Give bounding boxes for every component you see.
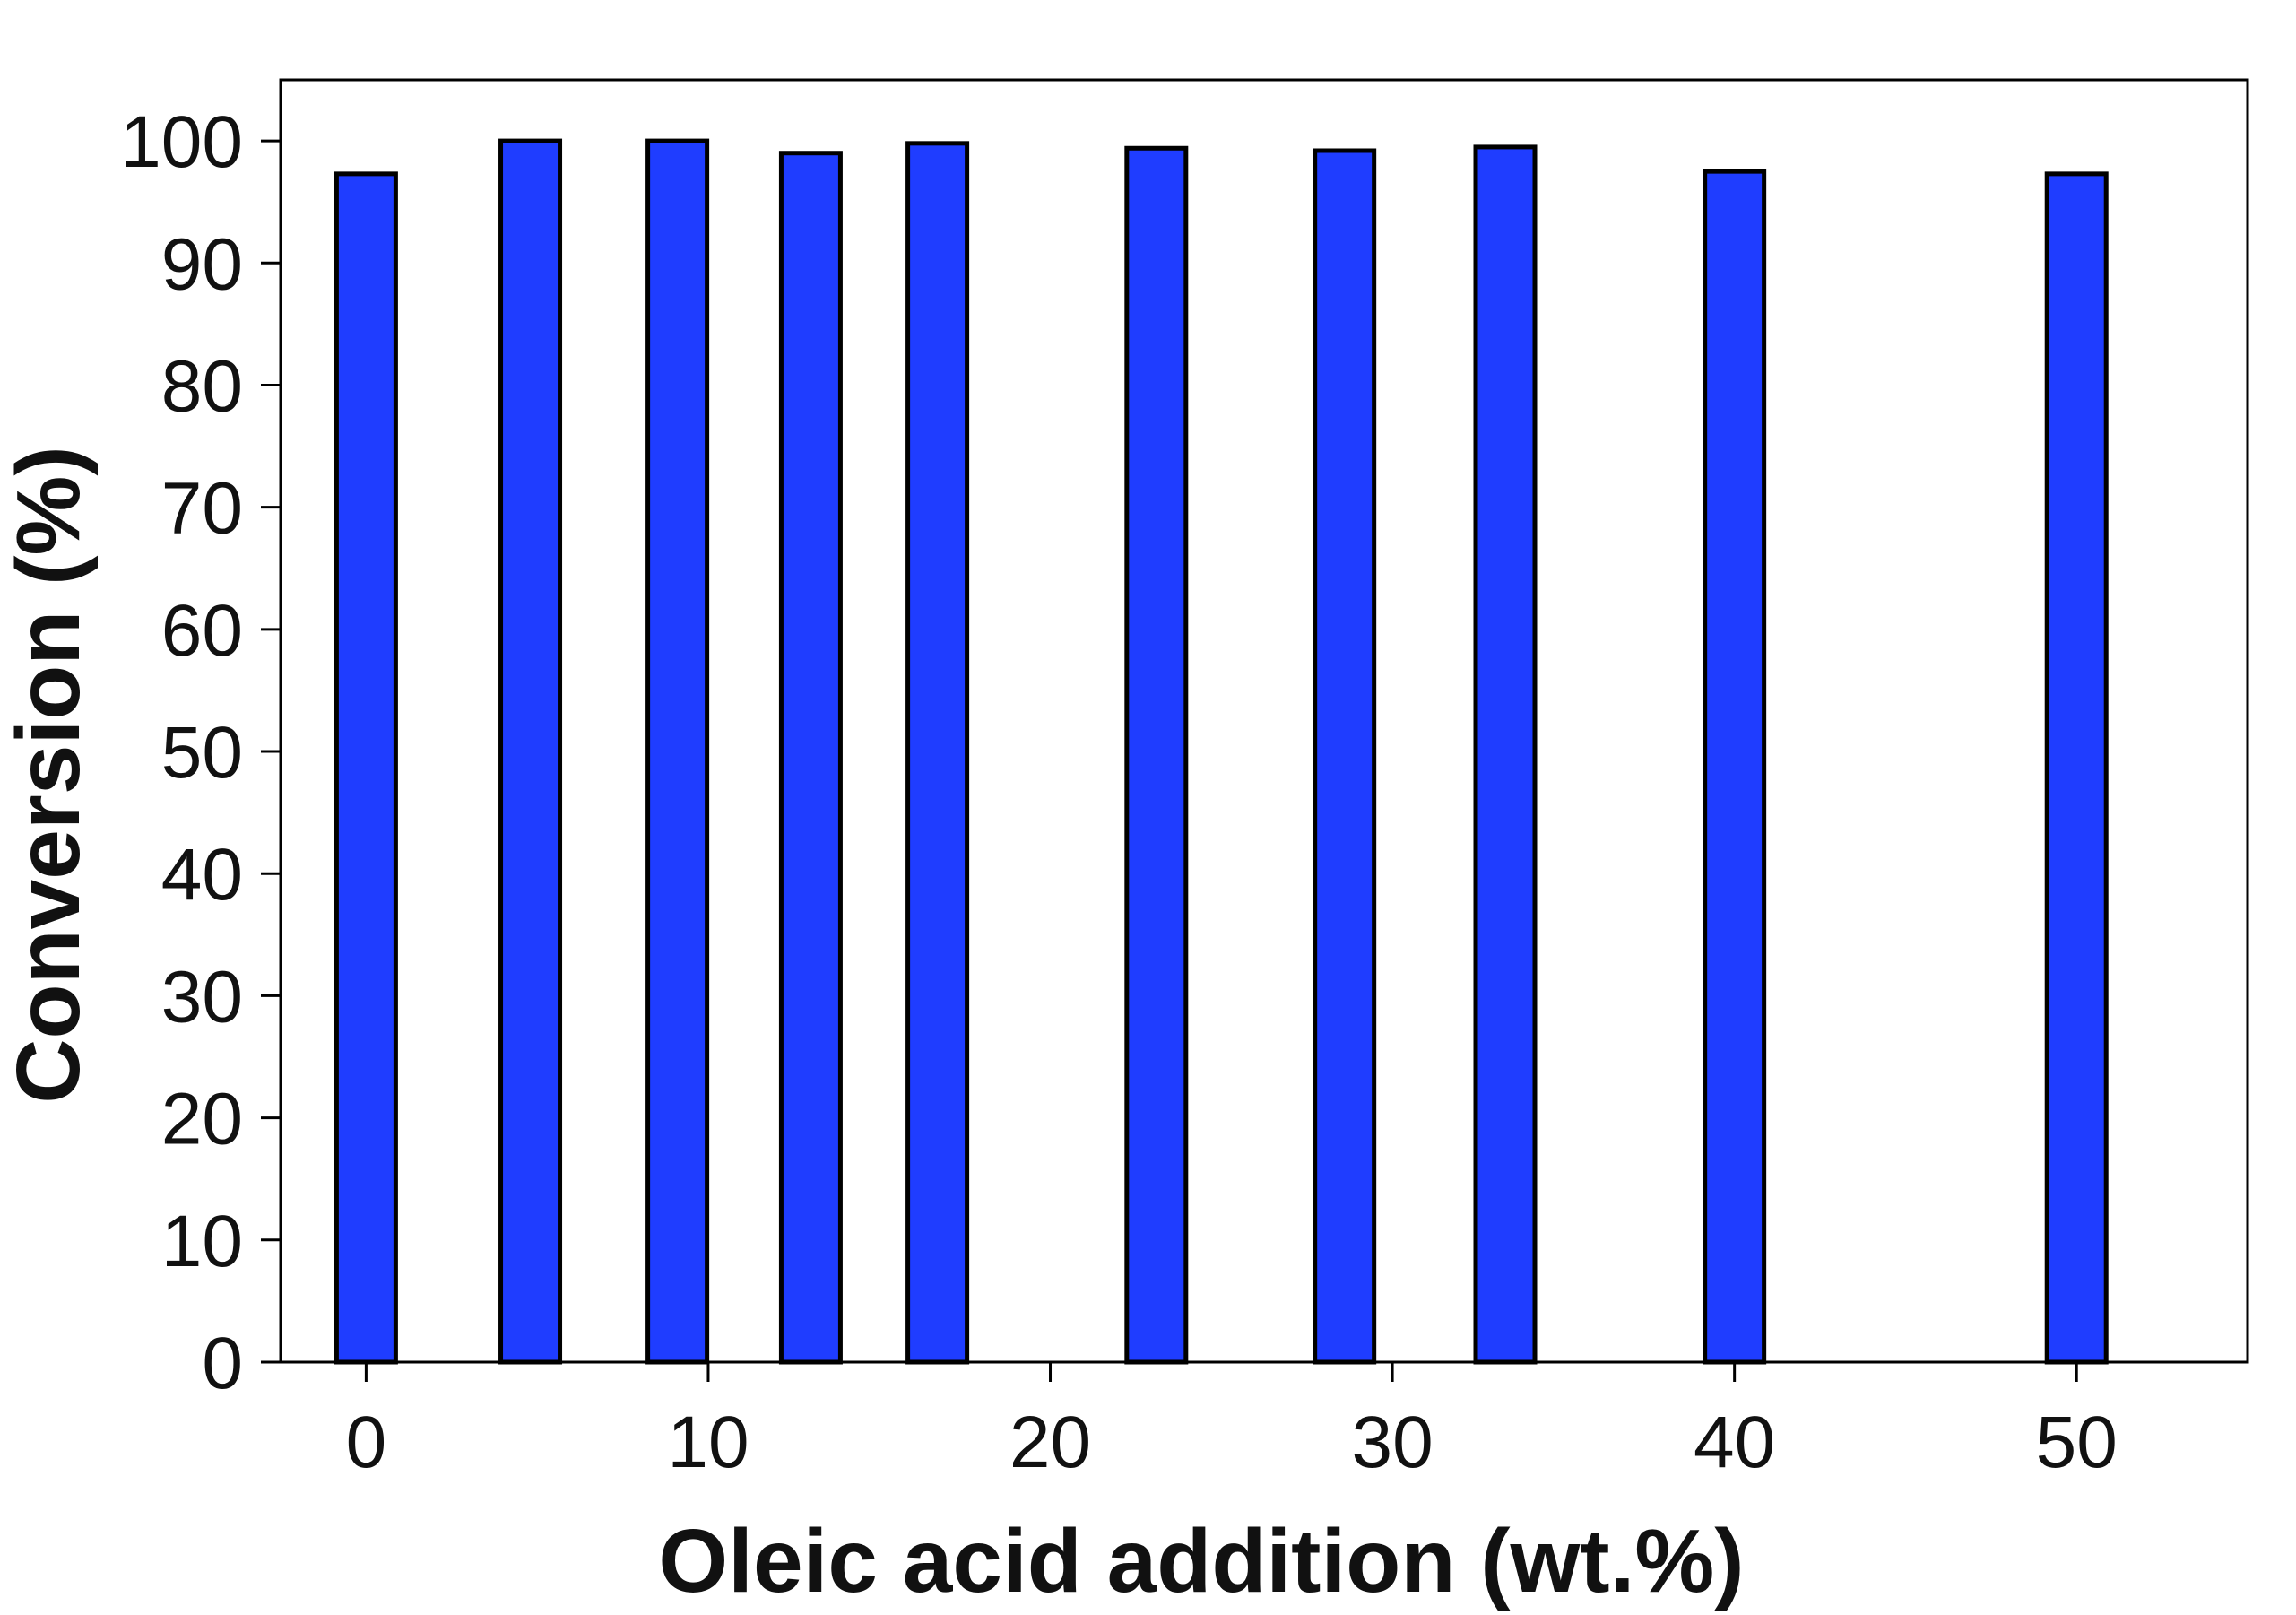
- bar: [1124, 145, 1189, 1365]
- bar: [2044, 171, 2109, 1365]
- x-tick-label: 20: [1009, 1402, 1091, 1483]
- x-tick-label: 50: [2036, 1402, 2118, 1483]
- y-tick-label: 10: [161, 1201, 243, 1282]
- y-tick-label: 40: [161, 834, 243, 916]
- y-tick-label: 30: [161, 956, 243, 1038]
- bar: [1703, 169, 1767, 1365]
- x-tick-label: 40: [1694, 1402, 1775, 1483]
- y-tick-label: 90: [161, 223, 243, 305]
- y-tick-label: 70: [161, 468, 243, 550]
- y-axis-title: Conversion (%): [0, 446, 99, 1103]
- y-tick-label: 0: [202, 1323, 243, 1404]
- bar: [334, 171, 398, 1365]
- y-tick-label: 50: [161, 712, 243, 794]
- x-tick-label: 0: [346, 1402, 387, 1483]
- x-axis-title: Oleic acid addition (wt.%): [658, 1511, 1744, 1611]
- plot-frame: [279, 78, 2249, 1364]
- bar: [645, 138, 710, 1365]
- x-tick-label: 10: [667, 1402, 749, 1483]
- y-tick-label: 80: [161, 345, 243, 427]
- bar: [905, 141, 970, 1365]
- bar: [1313, 148, 1377, 1365]
- x-tick-label: 30: [1351, 1402, 1433, 1483]
- y-tick-label: 20: [161, 1079, 243, 1160]
- bar: [1473, 144, 1538, 1365]
- bar: [778, 151, 843, 1365]
- y-tick-label: 60: [161, 590, 243, 672]
- bar: [498, 138, 563, 1365]
- y-tick-label: 100: [120, 101, 243, 183]
